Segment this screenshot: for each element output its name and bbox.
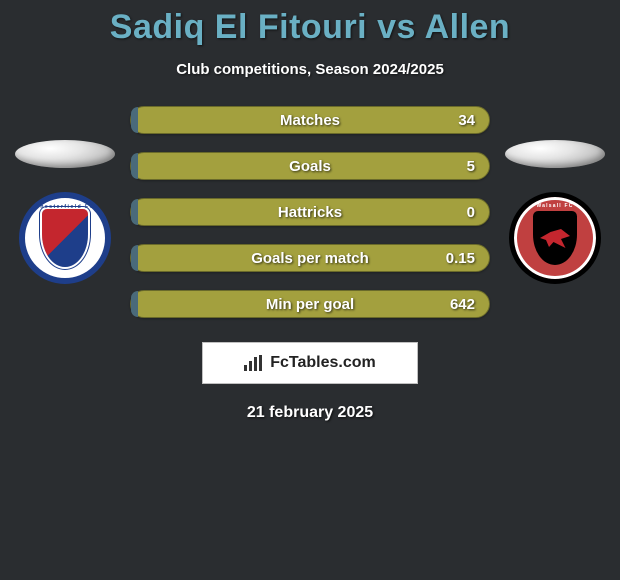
stat-right-value: 0 bbox=[467, 204, 475, 221]
stat-bar-left-fill bbox=[131, 199, 138, 225]
right-player-silhouette bbox=[505, 140, 605, 168]
right-crest-text: Walsall FC bbox=[536, 203, 573, 209]
stat-right-value: 642 bbox=[450, 296, 475, 313]
watermark-badge: FcTables.com bbox=[202, 342, 418, 384]
stat-right-value: 34 bbox=[458, 112, 475, 129]
left-team-crest: Chesterfield FC bbox=[19, 192, 111, 284]
right-team-crest: Walsall FC bbox=[509, 192, 601, 284]
watermark-text: FcTables.com bbox=[270, 354, 376, 372]
swift-bird-icon bbox=[540, 228, 570, 248]
left-player-silhouette bbox=[15, 140, 115, 168]
stat-label: Min per goal bbox=[266, 296, 354, 313]
stat-label: Goals per match bbox=[251, 250, 369, 267]
stat-bar: Min per goal 642 bbox=[130, 290, 490, 318]
stat-right-value: 0.15 bbox=[446, 250, 475, 267]
stat-label: Hattricks bbox=[278, 204, 342, 221]
stat-bar: Matches 34 bbox=[130, 106, 490, 134]
stat-bar-left-fill bbox=[131, 245, 138, 271]
right-shield-icon bbox=[533, 211, 577, 265]
stat-bar: Goals per match 0.15 bbox=[130, 244, 490, 272]
stat-label: Goals bbox=[289, 158, 331, 175]
stat-bar-left-fill bbox=[131, 291, 138, 317]
comparison-row: Chesterfield FC Matches 34 Goals 5 Hattricks… bbox=[0, 106, 620, 318]
stats-column: Matches 34 Goals 5 Hattricks 0 Goals per match… bbox=[120, 106, 500, 318]
stat-bar-left-fill bbox=[131, 153, 138, 179]
stat-bar: Goals 5 bbox=[130, 152, 490, 180]
comparison-date: 21 february 2025 bbox=[0, 404, 620, 422]
stat-right-value: 5 bbox=[467, 158, 475, 175]
season-subtitle: Club competitions, Season 2024/2025 bbox=[0, 61, 620, 78]
left-player-column: Chesterfield FC bbox=[10, 140, 120, 284]
stat-label: Matches bbox=[280, 112, 340, 129]
stat-bar: Hattricks 0 bbox=[130, 198, 490, 226]
left-crest-text: Chesterfield FC bbox=[35, 204, 94, 210]
left-shield-icon bbox=[42, 209, 88, 267]
page-title: Sadiq El Fitouri vs Allen bbox=[0, 0, 620, 47]
bar-chart-icon bbox=[244, 355, 264, 371]
stat-bar-left-fill bbox=[131, 107, 138, 133]
right-player-column: Walsall FC bbox=[500, 140, 610, 284]
